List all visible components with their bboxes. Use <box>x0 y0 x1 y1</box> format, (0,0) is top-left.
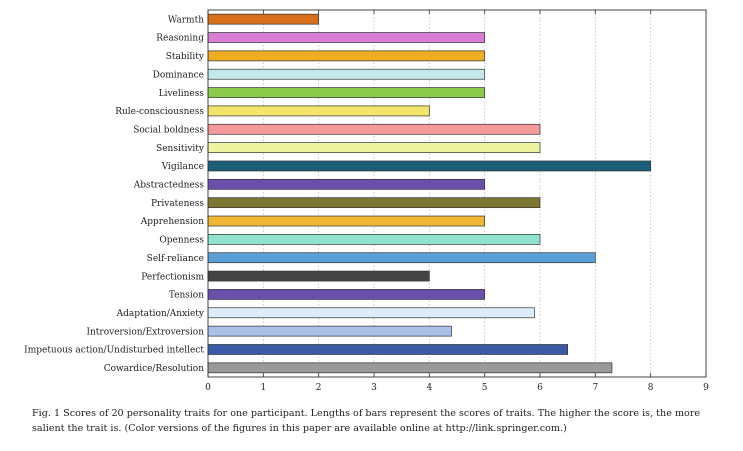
bar-10 <box>207 197 541 209</box>
category-label-14: Perfectionism <box>141 272 204 282</box>
bar-8 <box>207 160 652 172</box>
category-label-1: Reasoning <box>156 34 204 44</box>
category-label-17: Introversion/Extroversion <box>86 327 204 337</box>
category-label-19: Cowardice/Resolution <box>104 364 204 374</box>
plot-frame <box>207 9 707 378</box>
figure-caption: Fig. 1 Scores of 20 personality traits f… <box>32 408 701 434</box>
x-tick-label-4: 4 <box>426 383 432 393</box>
bar-0 <box>207 13 320 25</box>
bar-4 <box>207 87 486 98</box>
bar-2 <box>207 50 486 62</box>
category-label-11: Apprehension <box>140 217 204 227</box>
bar-chart: Warmth Reasoning Stability Dominance Livelin… <box>24 9 709 393</box>
bar-15 <box>207 289 486 300</box>
x-tick-label-6: 6 <box>537 383 543 393</box>
x-tick-label-0: 0 <box>205 383 211 393</box>
bar-17 <box>207 325 452 337</box>
category-label-9: Abstractedness <box>133 181 205 191</box>
x-tick-label-1: 1 <box>260 383 266 393</box>
chart-area: Warmth Reasoning Stability Dominance Livelin… <box>24 9 709 393</box>
category-label-3: Dominance <box>153 70 204 80</box>
bar-13 <box>207 252 596 264</box>
category-label-15: Tension <box>169 291 204 301</box>
category-label-0: Warmth <box>168 15 204 25</box>
x-tick-label-8: 8 <box>648 383 654 393</box>
category-label-6: Social boldness <box>133 125 204 135</box>
bar-1 <box>207 32 486 43</box>
x-tick-label-5: 5 <box>482 383 488 393</box>
chart-svg: Warmth Reasoning Stability Dominance Livelin… <box>24 9 709 393</box>
category-label-18: Impetuous action/Undisturbed intellect <box>24 346 204 356</box>
bar-6 <box>207 123 541 135</box>
bar-3 <box>207 68 486 80</box>
category-label-2: Stability <box>166 52 205 62</box>
bar-18 <box>207 344 569 355</box>
category-label-13: Self-reliance <box>147 254 204 264</box>
x-tick-label-7: 7 <box>592 383 598 393</box>
x-tick-label-3: 3 <box>371 383 377 393</box>
bar-16 <box>207 307 535 319</box>
x-tick-label-9: 9 <box>703 383 709 393</box>
bar-11 <box>207 215 486 227</box>
category-label-12: Openness <box>159 236 204 246</box>
bar-9 <box>207 178 486 190</box>
x-tick-label-2: 2 <box>316 383 322 393</box>
category-label-7: Sensitivity <box>156 144 205 154</box>
bar-7 <box>207 142 541 153</box>
bar-12 <box>207 234 541 245</box>
category-label-5: Rule-consciousness <box>115 107 204 117</box>
category-label-16: Adaptation/Anxiety <box>116 309 205 319</box>
bar-19 <box>207 362 613 374</box>
category-label-10: Privateness <box>151 199 204 209</box>
category-label-4: Liveliness <box>159 89 205 99</box>
bar-5 <box>207 105 430 117</box>
category-label-8: Vigilance <box>161 162 204 172</box>
bar-14 <box>207 270 430 282</box>
